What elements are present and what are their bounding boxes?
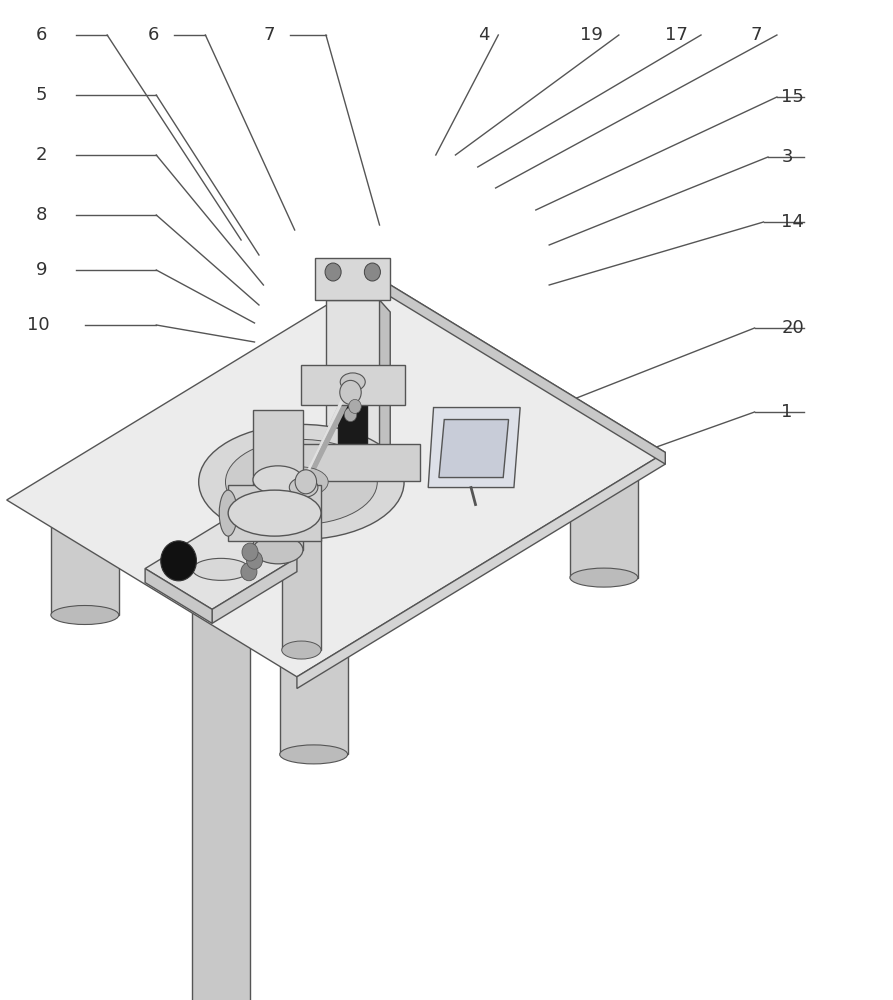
Polygon shape: [7, 276, 665, 677]
Polygon shape: [296, 452, 665, 688]
Polygon shape: [341, 323, 409, 438]
Ellipse shape: [198, 424, 404, 539]
Ellipse shape: [341, 314, 409, 333]
Text: 4: 4: [478, 26, 489, 44]
Ellipse shape: [281, 641, 321, 659]
Text: 9: 9: [36, 261, 47, 279]
Text: 7: 7: [263, 26, 275, 44]
Text: 6: 6: [36, 26, 47, 44]
Ellipse shape: [340, 373, 365, 391]
Circle shape: [295, 470, 316, 494]
Circle shape: [242, 543, 258, 561]
Text: 3: 3: [781, 148, 793, 166]
Polygon shape: [301, 365, 405, 405]
Ellipse shape: [280, 745, 347, 764]
Polygon shape: [338, 370, 368, 451]
Circle shape: [241, 563, 257, 581]
Ellipse shape: [228, 490, 321, 536]
Ellipse shape: [51, 490, 119, 510]
Circle shape: [364, 263, 380, 281]
Polygon shape: [51, 500, 119, 615]
Text: 2: 2: [36, 146, 47, 164]
Ellipse shape: [570, 568, 638, 587]
Ellipse shape: [274, 467, 329, 497]
Polygon shape: [193, 569, 250, 1000]
Polygon shape: [429, 408, 520, 488]
Ellipse shape: [570, 453, 638, 472]
Ellipse shape: [289, 477, 318, 497]
Polygon shape: [229, 485, 321, 541]
Text: 6: 6: [147, 26, 159, 44]
Text: 5: 5: [36, 86, 47, 104]
Text: 7: 7: [750, 26, 762, 44]
Circle shape: [348, 399, 361, 413]
Text: 17: 17: [665, 26, 689, 44]
Polygon shape: [380, 300, 390, 488]
Polygon shape: [326, 300, 380, 476]
Polygon shape: [570, 463, 638, 578]
Polygon shape: [439, 420, 509, 478]
Ellipse shape: [220, 490, 238, 536]
Polygon shape: [286, 444, 420, 481]
Polygon shape: [280, 639, 347, 754]
Ellipse shape: [253, 536, 303, 564]
Text: 8: 8: [36, 206, 47, 224]
Text: 15: 15: [781, 88, 805, 106]
Ellipse shape: [51, 605, 119, 624]
Ellipse shape: [253, 466, 303, 494]
Text: 1: 1: [781, 403, 793, 421]
Polygon shape: [145, 517, 296, 609]
Polygon shape: [255, 469, 357, 520]
Text: 20: 20: [781, 319, 804, 337]
Polygon shape: [253, 410, 303, 550]
Text: 14: 14: [781, 213, 805, 231]
Circle shape: [344, 408, 356, 422]
Circle shape: [339, 380, 361, 404]
Polygon shape: [315, 258, 390, 300]
Ellipse shape: [341, 429, 409, 448]
Polygon shape: [213, 558, 296, 623]
Polygon shape: [375, 276, 665, 464]
Polygon shape: [281, 485, 321, 650]
Text: 19: 19: [580, 26, 604, 44]
Polygon shape: [145, 569, 213, 623]
Ellipse shape: [225, 439, 378, 524]
Circle shape: [161, 541, 196, 581]
Text: 10: 10: [27, 316, 49, 334]
Ellipse shape: [280, 630, 347, 649]
Circle shape: [325, 263, 341, 281]
Circle shape: [246, 551, 263, 569]
Ellipse shape: [193, 558, 250, 580]
